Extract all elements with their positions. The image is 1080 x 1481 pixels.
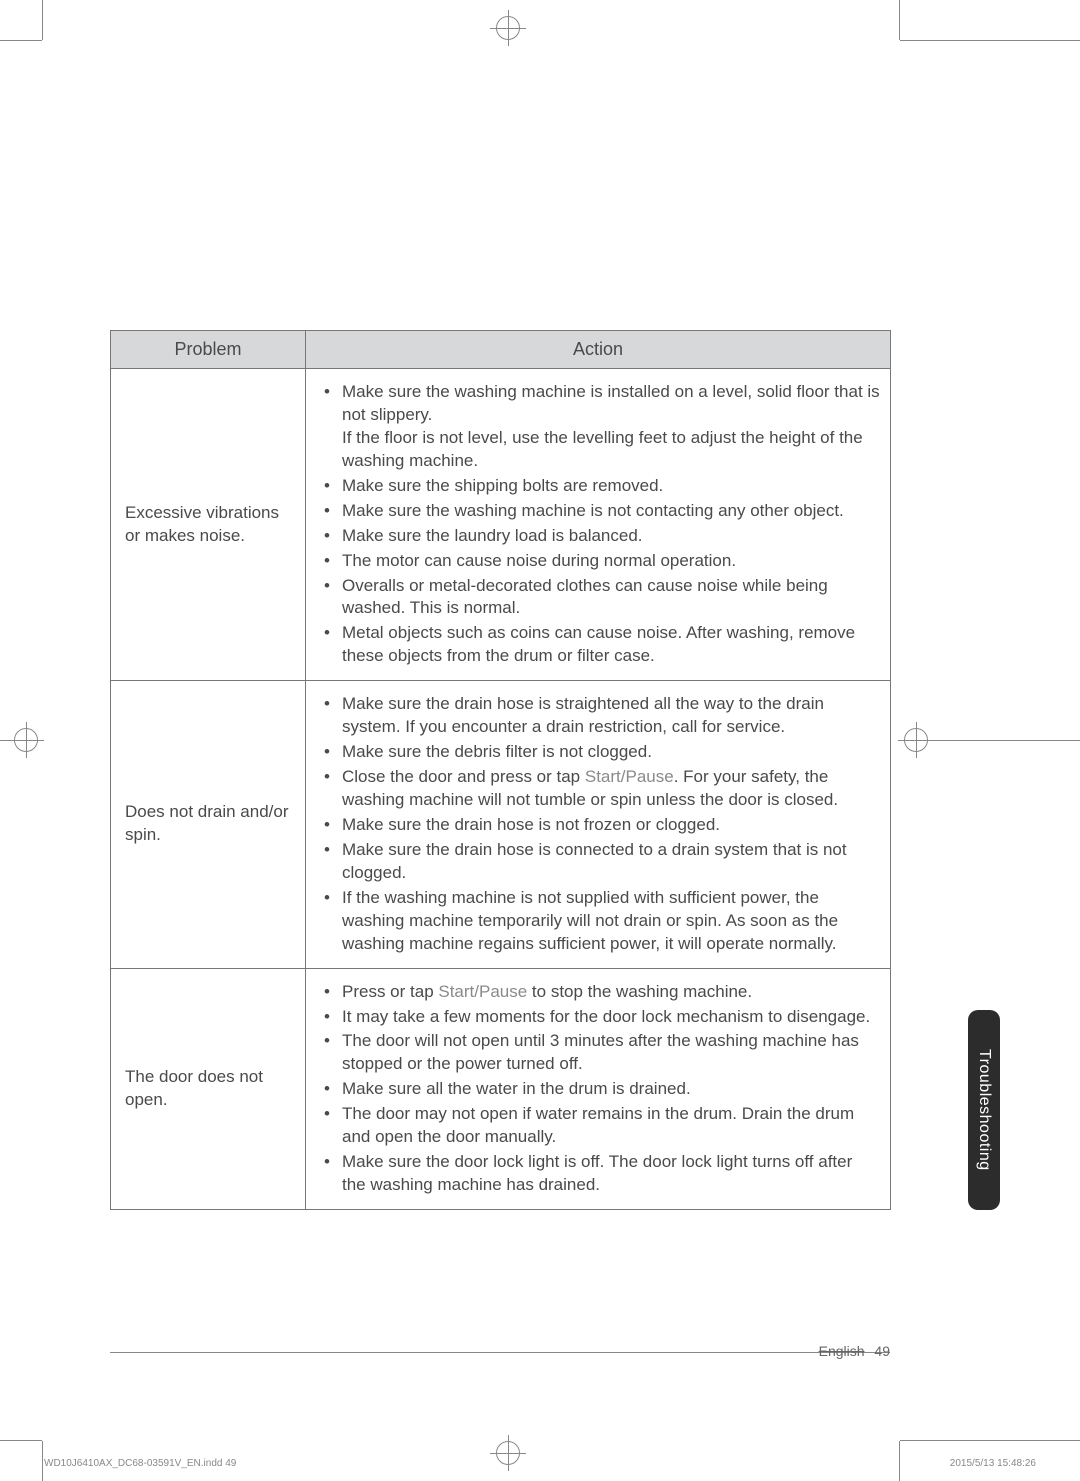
action-item: It may take a few moments for the door l… bbox=[320, 1006, 880, 1029]
action-item: Make sure the drain hose is not frozen o… bbox=[320, 814, 880, 837]
table-row: Does not drain and/or spin. Make sure the… bbox=[111, 681, 891, 968]
action-item: Make sure the laundry load is balanced. bbox=[320, 525, 880, 548]
action-cell: Make sure the washing machine is install… bbox=[306, 369, 891, 681]
action-item: Make sure the shipping bolts are removed… bbox=[320, 475, 880, 498]
problem-cell: Excessive vibrations or makes noise. bbox=[111, 369, 306, 681]
problem-cell: Does not drain and/or spin. bbox=[111, 681, 306, 968]
action-item: Make sure the washing machine is not con… bbox=[320, 500, 880, 523]
action-list: Make sure the washing machine is install… bbox=[320, 381, 880, 668]
section-tab: Troubleshooting bbox=[968, 1010, 1000, 1210]
action-item: Make sure all the water in the drum is d… bbox=[320, 1078, 880, 1101]
col-header-problem: Problem bbox=[111, 331, 306, 369]
action-item: Make sure the drain hose is straightened… bbox=[320, 693, 880, 739]
table-row: The door does not open. Press or tap Star… bbox=[111, 968, 891, 1209]
table-row: Excessive vibrations or makes noise.Make… bbox=[111, 369, 891, 681]
footer-page: 49 bbox=[874, 1343, 890, 1359]
action-cell: Make sure the drain hose is straightened… bbox=[306, 681, 891, 968]
action-item: Make sure the washing machine is install… bbox=[320, 381, 880, 473]
footer-rule bbox=[110, 1352, 890, 1353]
ui-reference: Start/Pause bbox=[438, 982, 527, 1001]
action-item: Press or tap Start/Pause to stop the was… bbox=[320, 981, 880, 1004]
ui-reference: Start/Pause bbox=[585, 767, 674, 786]
action-item: Close the door and press or tap Start/Pa… bbox=[320, 766, 880, 812]
problem-cell: The door does not open. bbox=[111, 968, 306, 1209]
imprint-timestamp: 2015/5/13 15:48:26 bbox=[950, 1458, 1036, 1469]
action-item: Overalls or metal-decorated clothes can … bbox=[320, 575, 880, 621]
action-item: Metal objects such as coins can cause no… bbox=[320, 622, 880, 668]
col-header-action: Action bbox=[306, 331, 891, 369]
imprint-filename: WD10J6410AX_DC68-03591V_EN.indd 49 bbox=[44, 1458, 236, 1469]
troubleshooting-table: Problem Action Excessive vibrations or m… bbox=[110, 330, 891, 1210]
action-item: The door will not open until 3 minutes a… bbox=[320, 1030, 880, 1076]
troubleshooting-table-container: Problem Action Excessive vibrations or m… bbox=[110, 330, 890, 1210]
action-item: The motor can cause noise during normal … bbox=[320, 550, 880, 573]
section-tab-label: Troubleshooting bbox=[975, 1049, 993, 1171]
action-item: If the washing machine is not supplied w… bbox=[320, 887, 880, 956]
action-cell: Press or tap Start/Pause to stop the was… bbox=[306, 968, 891, 1209]
action-item: Make sure the drain hose is connected to… bbox=[320, 839, 880, 885]
action-list: Make sure the drain hose is straightened… bbox=[320, 693, 880, 955]
action-list: Press or tap Start/Pause to stop the was… bbox=[320, 981, 880, 1197]
action-item: Make sure the door lock light is off. Th… bbox=[320, 1151, 880, 1197]
action-item: The door may not open if water remains i… bbox=[320, 1103, 880, 1149]
action-item: Make sure the debris filter is not clogg… bbox=[320, 741, 880, 764]
footer-lang: English bbox=[819, 1343, 865, 1359]
page-footer: English 49 bbox=[819, 1343, 890, 1359]
